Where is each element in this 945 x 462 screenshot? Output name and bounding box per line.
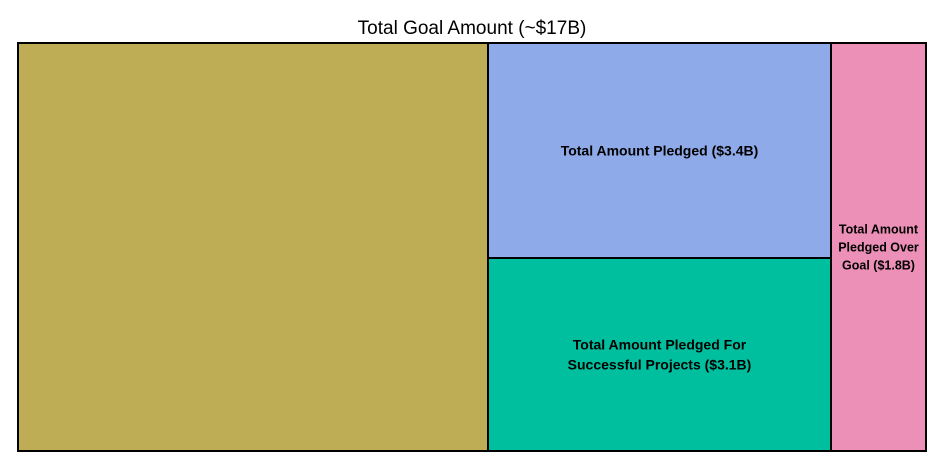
treemap-tiles: Total Amount Pledged ($3.4B) Total Amount… [17,42,927,452]
treemap-tile-label-pledged: Total Amount Pledged ($3.4B) [561,142,759,158]
treemap-tile-unfunded [17,42,489,452]
treemap-tile-over-goal [830,42,927,452]
chart-title: Total Goal Amount (~$17B) [358,18,587,39]
treemap-tile-label-successful: Total Amount Pledged For Successful Proje… [568,336,752,372]
treemap-tile-successful [487,257,832,452]
treemap-tile-pledged [487,42,832,259]
treemap-tile-label-over-goal: Total Amount Pledged Over Goal ($1.8B) [838,222,919,272]
